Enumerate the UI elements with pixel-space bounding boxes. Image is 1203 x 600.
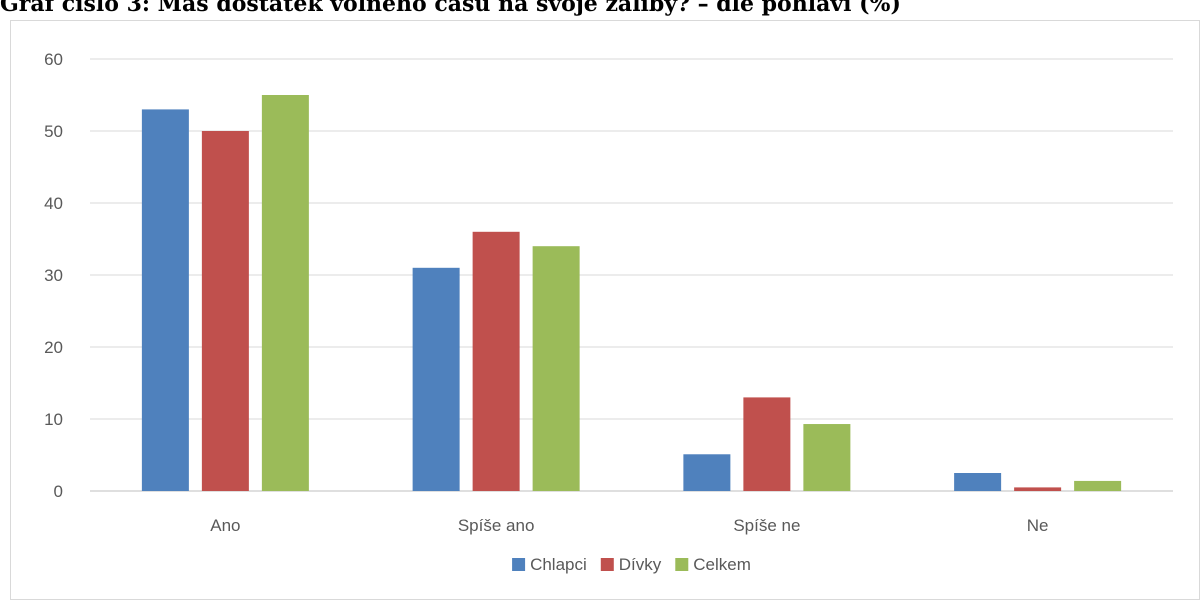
- y-axis-ticks: 0 10 20 30 40 50 60: [44, 50, 63, 501]
- bar-celkem-4: [1074, 480, 1122, 491]
- legend-label: Dívky: [619, 555, 662, 574]
- y-tick-label: 40: [44, 194, 63, 213]
- x-tick-label: Ne: [1027, 516, 1049, 535]
- bar-chlapci-1: [141, 109, 189, 492]
- legend-swatch-dívky: [600, 558, 614, 571]
- bar-chlapci-2: [412, 267, 460, 491]
- legend-label: Chlapci: [530, 555, 587, 574]
- y-tick-label: 0: [54, 482, 63, 501]
- bars: [141, 95, 1122, 492]
- y-tick-label: 10: [44, 410, 63, 429]
- bar-dívky-3: [743, 397, 791, 491]
- legend: Chlapci Dívky Celkem: [512, 555, 751, 574]
- legend-label: Celkem: [693, 555, 751, 574]
- x-tick-label: Ano: [210, 516, 240, 535]
- x-tick-label: Spíše ne: [733, 516, 800, 535]
- gridlines: [90, 58, 1173, 492]
- y-tick-label: 60: [44, 50, 63, 69]
- chart-title: Graf číslo 3: Mas dostatek volného času …: [0, 0, 901, 17]
- legend-swatch-celkem: [675, 558, 689, 571]
- bar-celkem-3: [803, 424, 851, 491]
- y-tick-label: 50: [44, 122, 63, 141]
- bar-dívky-4: [1014, 487, 1062, 491]
- x-axis-ticks: Ano Spíše ano Spíše ne Ne: [210, 516, 1048, 535]
- bar-chlapci-4: [954, 473, 1002, 491]
- y-tick-label: 20: [44, 338, 63, 357]
- bar-chlapci-3: [683, 454, 731, 491]
- x-tick-label: Spíše ano: [458, 516, 535, 535]
- bar-celkem-2: [532, 246, 580, 491]
- bar-dívky-1: [201, 131, 249, 491]
- bar-celkem-1: [261, 95, 309, 491]
- y-tick-label: 30: [44, 266, 63, 285]
- legend-swatch-chlapci: [512, 558, 526, 571]
- bar-dívky-2: [472, 231, 520, 492]
